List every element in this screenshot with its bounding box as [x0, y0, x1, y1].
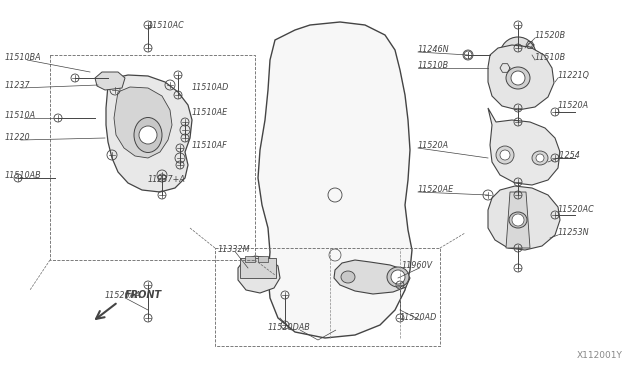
Text: 11520B: 11520B: [535, 31, 566, 40]
Text: 11510A: 11510A: [5, 111, 36, 120]
Text: 11520AE: 11520AE: [418, 185, 454, 194]
Polygon shape: [238, 256, 280, 293]
Text: 11510B: 11510B: [535, 53, 566, 62]
Circle shape: [391, 270, 405, 284]
Text: 11520AA: 11520AA: [105, 291, 141, 300]
Text: 11960V: 11960V: [402, 261, 433, 270]
Text: 11253N: 11253N: [558, 228, 589, 237]
Text: 11246N: 11246N: [418, 45, 450, 54]
Text: 11220: 11220: [5, 133, 31, 142]
Text: I1254: I1254: [558, 151, 581, 160]
Bar: [50, 55, 255, 260]
Polygon shape: [258, 22, 412, 338]
Circle shape: [500, 150, 510, 160]
Text: 11510BA: 11510BA: [5, 53, 42, 62]
Text: 11221Q: 11221Q: [558, 71, 590, 80]
Polygon shape: [106, 75, 192, 192]
Circle shape: [512, 214, 524, 226]
Text: 11510B: 11510B: [418, 61, 449, 70]
Text: 11520AD: 11520AD: [400, 313, 437, 322]
Polygon shape: [506, 192, 530, 248]
Circle shape: [511, 71, 525, 85]
Text: 11510AE: 11510AE: [192, 108, 228, 117]
Text: 11510AC: 11510AC: [148, 21, 185, 30]
Ellipse shape: [509, 212, 527, 228]
Text: 11520DAB: 11520DAB: [268, 323, 311, 332]
Text: 11520AC: 11520AC: [558, 205, 595, 214]
Circle shape: [139, 126, 157, 144]
Text: 11510AB: 11510AB: [5, 171, 42, 180]
Text: 11510AF: 11510AF: [192, 141, 228, 150]
Ellipse shape: [341, 271, 355, 283]
Circle shape: [500, 37, 536, 73]
Text: 11237+A: 11237+A: [148, 175, 186, 184]
Polygon shape: [488, 45, 554, 110]
Polygon shape: [334, 260, 410, 294]
Text: 11332M: 11332M: [218, 245, 250, 254]
Polygon shape: [114, 87, 172, 158]
Ellipse shape: [496, 146, 514, 164]
Bar: [245, 256, 255, 262]
Bar: [258, 256, 268, 262]
Circle shape: [536, 154, 544, 162]
Ellipse shape: [387, 267, 409, 287]
Ellipse shape: [532, 151, 548, 165]
Bar: [215, 248, 440, 346]
Text: 11510AD: 11510AD: [192, 83, 229, 92]
Text: FRONT: FRONT: [125, 290, 162, 300]
Polygon shape: [488, 108, 560, 185]
Polygon shape: [488, 186, 560, 250]
Text: X112001Y: X112001Y: [577, 351, 623, 360]
Circle shape: [508, 45, 528, 65]
Ellipse shape: [134, 118, 162, 153]
Polygon shape: [95, 72, 125, 90]
Text: 11520A: 11520A: [558, 101, 589, 110]
Bar: [240, 258, 276, 278]
Text: 11520A: 11520A: [418, 141, 449, 150]
Text: 11237: 11237: [5, 81, 31, 90]
Ellipse shape: [506, 67, 530, 89]
